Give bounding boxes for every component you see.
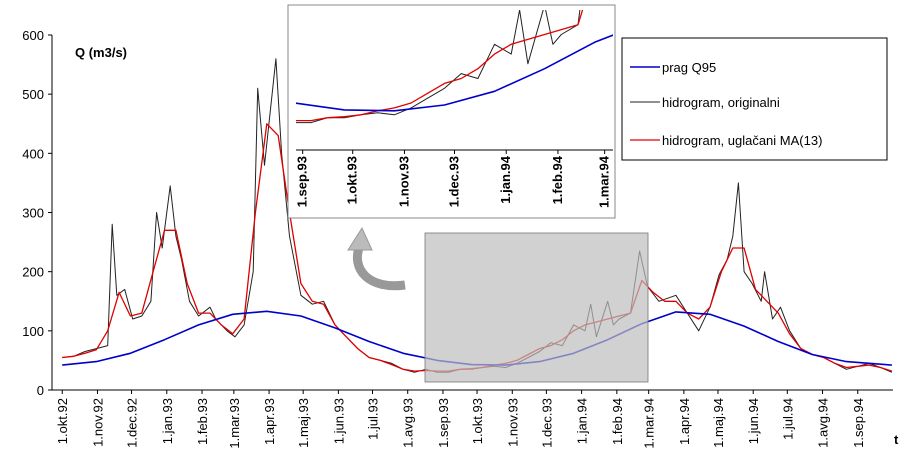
y-axis-label: Q (m3/s) [75, 45, 127, 60]
arrow [352, 243, 406, 291]
x-tick-label: 1.jul.93 [365, 398, 380, 440]
y-tick-label: 300 [22, 206, 44, 221]
inset-x-tick-label: 1.mar.94 [597, 155, 612, 208]
x-tick-label: 1.mar.93 [227, 398, 242, 449]
x-tick-label: 1.jan.93 [160, 398, 175, 444]
zoom-region [424, 232, 649, 383]
inset-x-tick-label: 1.okt.93 [345, 156, 360, 204]
legend: prag Q95 hidrogram, originalni hidrogram, … [621, 37, 888, 161]
legend-label: prag Q95 [662, 60, 716, 75]
x-tick-label: 1.maj.94 [711, 398, 726, 448]
inset-axes: 1.sep.93 1.okt.93 1.nov.93 1.dec.93 1.jan.94… [295, 149, 613, 208]
x-tick-label: 1.feb.94 [610, 398, 625, 445]
arrow-head [347, 226, 373, 251]
x-tick-label: 1.okt.92 [55, 398, 70, 444]
x-tick-label: 1.dec.92 [125, 398, 140, 448]
y-tick-label: 500 [22, 87, 44, 102]
axes: 0 100 200 300 400 500 600 1.okt.92 1.nov.92 1.dec… [22, 28, 893, 449]
x-tick-label: 1.apr.94 [677, 398, 692, 445]
x-tick-label: 1.sep.93 [436, 398, 451, 448]
x-tick-label: 1.nov.93 [505, 398, 520, 447]
x-tick-label: 1.okt.93 [470, 398, 485, 444]
inset-series-line [296, 34, 613, 112]
inset-x-tick-label: 1.dec.93 [447, 156, 462, 207]
x-tick-label: 1.mar.94 [642, 398, 657, 449]
x-tick-label: 1.jun.93 [331, 398, 346, 444]
inset-x-tick-label: 1.sep.93 [295, 156, 310, 207]
legend-box [621, 37, 888, 161]
y-tick-label: 600 [22, 28, 44, 43]
x-axis-label: t [894, 432, 899, 447]
inset-x-tick-label: 1.jan.94 [498, 155, 513, 203]
inset-x-tick-label: 1.feb.94 [550, 155, 565, 204]
x-tick-label: 1.sep.94 [851, 398, 866, 448]
y-tick-label: 400 [22, 146, 44, 161]
x-tick-label: 1.dec.93 [539, 398, 554, 448]
inset-x-tick-label: 1.nov.93 [396, 156, 411, 207]
x-tick-label: 1.maj.93 [296, 398, 311, 448]
y-tick-label: 100 [22, 324, 44, 339]
x-tick-label: 1.avg.93 [401, 398, 416, 448]
legend-label: hidrogram, uglačani MA(13) [662, 133, 822, 148]
x-tick-label: 1.apr.93 [262, 398, 277, 445]
legend-label: hidrogram, originalni [662, 95, 780, 110]
x-tick-label: 1.jun.94 [746, 398, 761, 444]
x-tick-label: 1.jul.94 [780, 398, 795, 440]
x-tick-label: 1.avg.94 [816, 398, 831, 448]
y-tick-label: 0 [37, 383, 44, 398]
x-tick-label: 1.feb.93 [195, 398, 210, 445]
inset-frame [287, 4, 616, 219]
inset-series-line [296, 10, 584, 122]
x-tick-label: 1.jan.94 [575, 398, 590, 444]
inset-plot [296, 10, 613, 124]
y-tick-label: 200 [22, 265, 44, 280]
x-tick-label: 1.nov.92 [90, 398, 105, 447]
